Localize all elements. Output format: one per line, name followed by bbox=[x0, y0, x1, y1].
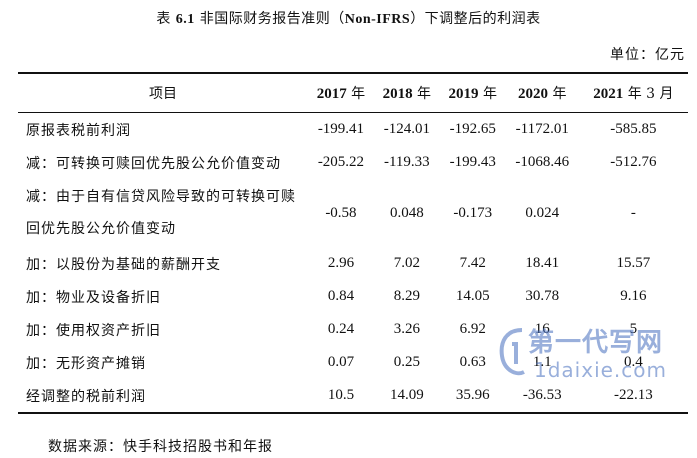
title-number: 6.1 bbox=[175, 12, 195, 27]
row-label: 加：无形资产摊销 bbox=[26, 355, 146, 372]
row-label: 经调整的税前利润 bbox=[26, 388, 146, 405]
year-header: 2018 年 bbox=[382, 86, 432, 102]
table-row: 经调整的税前利润 10.5 14.09 35.96 -36.53 -22.13 bbox=[18, 379, 688, 413]
table-cell: 30.78 bbox=[525, 288, 560, 304]
item-header: 项目 bbox=[149, 86, 177, 102]
table-cell: 0.24 bbox=[327, 321, 355, 337]
row-label: 加：使用权资产折旧 bbox=[26, 322, 161, 339]
year-header: 2020 年 bbox=[518, 86, 567, 102]
table-cell: 0.25 bbox=[393, 354, 420, 370]
table-cell: 5 bbox=[629, 321, 638, 337]
table-cell: 0.024 bbox=[525, 204, 560, 221]
table-cell: -199.41 bbox=[317, 121, 365, 137]
row-label: 原报表税前利润 bbox=[26, 122, 131, 139]
table-cell: 14.09 bbox=[389, 387, 424, 403]
table-row: 减：由于自有信贷风险导致的可转换可赎回优先股公允价值变动 -0.58 0.048… bbox=[18, 179, 688, 247]
table-cell: -1068.46 bbox=[515, 154, 570, 170]
table-cell: -22.13 bbox=[614, 387, 653, 403]
table-cell: -585.85 bbox=[610, 121, 657, 137]
row-label: 加：以股份为基础的薪酬开支 bbox=[26, 256, 221, 273]
title-middle: 非国际财务报告准则（ bbox=[194, 11, 345, 27]
table-cell: 2.96 bbox=[327, 255, 355, 271]
title-suffix: ）下调整后的利润表 bbox=[410, 11, 541, 27]
table-cell: 7.42 bbox=[459, 255, 486, 271]
year-header: 2017 年 bbox=[316, 86, 366, 102]
table-cell: 3.26 bbox=[393, 321, 420, 337]
table-cell: -1172.01 bbox=[515, 121, 569, 137]
table-row: 加：无形资产摊销 0.07 0.25 0.63 1.1 0.4 bbox=[18, 346, 688, 379]
table-cell: 14.05 bbox=[455, 288, 490, 304]
unit-label: 单位：亿元 bbox=[610, 47, 685, 63]
table-row: 加：使用权资产折旧 0.24 3.26 6.92 16 5 bbox=[18, 313, 688, 346]
row-label: 减：由于自有信贷风险导致的可转换可赎回优先股公允价值变动 bbox=[26, 189, 296, 237]
row-label: 减：可转换可赎回优先股公允价值变动 bbox=[26, 155, 281, 172]
table-row: 原报表税前利润 -199.41 -124.01 -192.65 -1172.01… bbox=[18, 113, 688, 147]
table-cell: -119.33 bbox=[383, 154, 430, 170]
table-title: 表 6.1 非国际财务报告准则（Non-IFRS）下调整后的利润表 bbox=[0, 8, 697, 28]
table-cell: 18.41 bbox=[525, 255, 560, 271]
table-cell: 0.63 bbox=[459, 354, 486, 370]
table-row: 加：物业及设备折旧 0.84 8.29 14.05 30.78 9.16 bbox=[18, 280, 688, 313]
table-cell: 0.4 bbox=[624, 354, 643, 370]
table-cell: 1.1 bbox=[532, 354, 552, 370]
table-cell: 16 bbox=[534, 321, 550, 337]
table-cell: -192.65 bbox=[449, 121, 496, 137]
table-cell: 9.16 bbox=[620, 288, 647, 304]
table-cell: -205.22 bbox=[317, 154, 365, 170]
table-cell: - bbox=[630, 204, 636, 221]
table-cell: 0.048 bbox=[389, 204, 424, 221]
table-row: 加：以股份为基础的薪酬开支 2.96 7.02 7.42 18.41 15.57 bbox=[18, 247, 688, 280]
data-source-note: 数据来源：快手科技招股书和年报 bbox=[48, 439, 273, 455]
table-cell: 0.07 bbox=[327, 354, 355, 370]
title-code: Non-IFRS bbox=[344, 12, 411, 27]
table-cell: 6.92 bbox=[459, 321, 486, 337]
table-cell: -0.58 bbox=[325, 204, 357, 221]
table-cell: -124.01 bbox=[383, 121, 430, 137]
table-cell: 35.96 bbox=[455, 387, 490, 403]
year-header: 2021 年 3 月 bbox=[593, 86, 674, 102]
table-cell: -512.76 bbox=[610, 154, 657, 170]
table-cell: -199.43 bbox=[449, 154, 496, 170]
year-header: 2019 年 bbox=[448, 86, 497, 102]
table-cell: 10.5 bbox=[327, 387, 355, 403]
title-prefix: 表 bbox=[156, 11, 176, 27]
table-cell: 7.02 bbox=[393, 255, 420, 271]
table-cell: -0.173 bbox=[453, 204, 493, 221]
table-cell: -36.53 bbox=[522, 387, 562, 403]
table-row: 减：可转换可赎回优先股公允价值变动 -205.22 -119.33 -199.4… bbox=[18, 146, 688, 179]
table-cell: 8.29 bbox=[393, 288, 420, 304]
row-label: 加：物业及设备折旧 bbox=[26, 289, 161, 306]
table-header-row: 项目 2017 年 2018 年 2019 年 2020 年 2021 年 3 … bbox=[18, 73, 688, 113]
table-cell: 0.84 bbox=[327, 288, 355, 304]
income-statement-table: 项目 2017 年 2018 年 2019 年 2020 年 2021 年 3 … bbox=[18, 72, 688, 414]
table-cell: 15.57 bbox=[616, 255, 651, 271]
